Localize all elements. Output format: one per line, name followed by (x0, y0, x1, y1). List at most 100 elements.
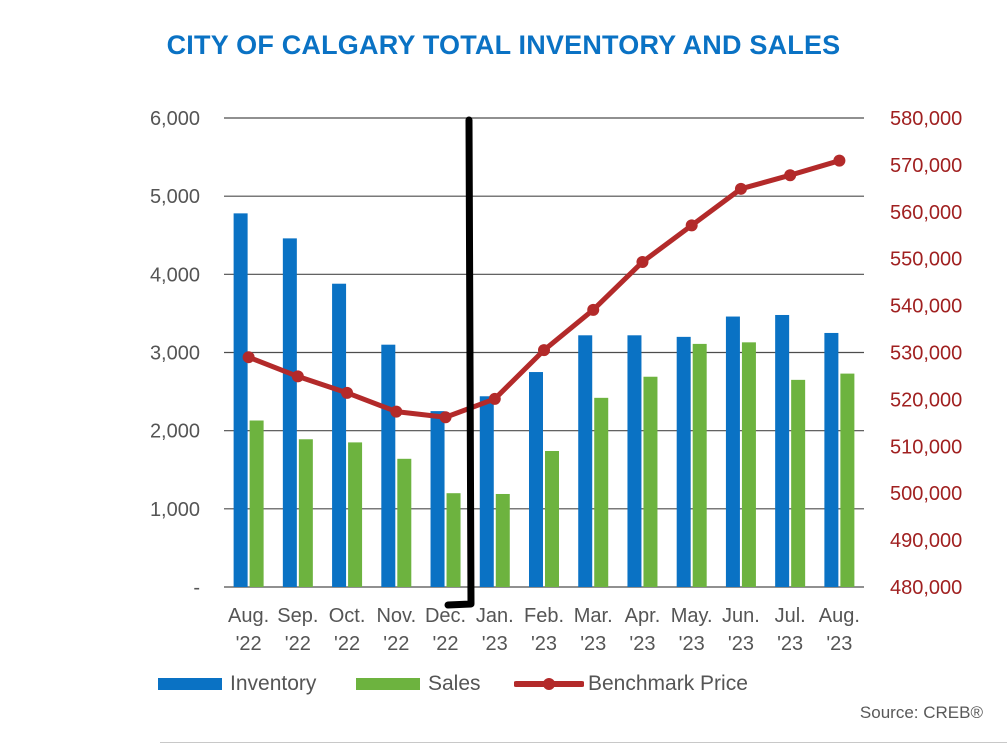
benchmark-point (636, 255, 649, 268)
x-tick-label-month: Mar. (574, 605, 613, 627)
source-note: Source: CREB® (859, 703, 983, 722)
y-right-tick-label: 550,000 (890, 249, 962, 271)
axis-labels: - 1,000 2,000 3,000 4,000 5,000 6,000 480,000 49… (150, 108, 962, 655)
benchmark-point (784, 169, 797, 182)
bar-sales (249, 420, 264, 587)
bar-sales (741, 342, 756, 587)
benchmark-line (242, 154, 846, 424)
divider (160, 742, 1007, 743)
bar-sales (545, 450, 559, 587)
bar-inventory (381, 344, 396, 587)
benchmark-point (587, 303, 600, 316)
bar-inventory (282, 238, 297, 588)
bar-sales (643, 376, 658, 587)
annotation-bracket (444, 116, 475, 609)
bar-inventory (627, 335, 642, 587)
x-tick-label-year: '22 (334, 633, 360, 655)
bar-inventory (725, 316, 740, 587)
y-right-tick-label: 500,000 (890, 483, 962, 505)
y-left-tick-label: - (193, 577, 200, 599)
x-tick-label-month: Jul. (775, 605, 806, 627)
chart-title: CITY OF CALGARY TOTAL INVENTORY AND SALE… (166, 30, 841, 60)
x-tick-label-month: Oct. (329, 605, 366, 627)
x-tick-label-year: '23 (580, 633, 606, 655)
x-tick-label-month: Dec. (425, 605, 466, 627)
bar-sales (446, 493, 461, 587)
bar-inventory (479, 396, 494, 587)
x-tick-label-year: '23 (679, 633, 705, 655)
legend-swatch-inventory (158, 678, 222, 690)
x-tick-label-month: Sep. (277, 605, 318, 627)
legend-label-inventory: Inventory (230, 672, 317, 695)
legend-item-sales: Sales (356, 672, 481, 696)
x-tick-label-year: '22 (236, 633, 262, 655)
y-left-tick-label: 4,000 (150, 264, 200, 286)
x-tick-label-month: Feb. (524, 605, 564, 627)
bar-inventory (529, 372, 543, 587)
bar-sales (692, 343, 707, 587)
benchmark-point (291, 370, 304, 383)
y-left-tick-label: 2,000 (150, 421, 200, 443)
bar-sales (840, 373, 855, 587)
bars (233, 213, 855, 588)
benchmark-point (341, 386, 354, 399)
bar-inventory (332, 283, 347, 587)
bar-sales (397, 458, 412, 587)
bar-sales (298, 439, 313, 587)
y-left-tick-label: 5,000 (150, 186, 200, 208)
benchmark-point (538, 344, 550, 357)
x-tick-label-year: '23 (826, 633, 852, 655)
benchmark-point (685, 219, 698, 232)
benchmark-point (242, 351, 255, 364)
legend-swatch-benchmark (514, 678, 584, 690)
x-tick-label-month: Aug. (228, 605, 269, 627)
benchmark-point (488, 392, 501, 405)
gridlines (224, 117, 864, 588)
legend-item-inventory: Inventory (158, 672, 316, 696)
x-tick-label-year: '23 (482, 633, 508, 655)
bar-sales (348, 442, 363, 587)
y-left-tick-label: 6,000 (150, 108, 200, 130)
y-left-tick-label: 1,000 (150, 499, 200, 521)
legend-label-sales: Sales (428, 672, 481, 695)
x-tick-label-month: Aug. (819, 605, 860, 627)
bar-inventory (233, 213, 248, 587)
x-tick-label-year: '22 (432, 633, 458, 655)
bar-inventory (430, 411, 445, 587)
y-right-tick-label: 570,000 (890, 155, 962, 177)
x-tick-label-year: '22 (285, 633, 311, 655)
legend-label-benchmark: Benchmark Price (588, 672, 748, 695)
benchmark-point (439, 411, 452, 424)
legend-swatch-sales (356, 678, 420, 690)
benchmark-point (390, 405, 403, 418)
x-tick-label-year: '23 (728, 633, 754, 655)
bar-inventory (824, 332, 839, 587)
benchmark-point (734, 182, 747, 195)
bar-inventory (676, 336, 691, 587)
x-tick-label-month: Nov. (376, 605, 416, 627)
x-tick-label-month: May. (671, 605, 713, 627)
y-right-tick-label: 520,000 (890, 389, 962, 411)
x-tick-label-month: Jan. (476, 605, 514, 627)
bar-sales (791, 379, 806, 587)
bar-inventory (578, 335, 593, 587)
y-right-tick-label: 540,000 (890, 296, 962, 318)
legend-item-benchmark: Benchmark Price (514, 672, 748, 696)
y-right-tick-label: 510,000 (890, 436, 962, 458)
bar-sales (495, 493, 510, 587)
x-tick-label-month: Apr. (625, 605, 661, 627)
legend: Inventory Sales Benchmark Price (0, 672, 1007, 702)
y-right-tick-label: 580,000 (890, 108, 962, 130)
x-tick-label-year: '22 (383, 633, 409, 655)
y-left-tick-label: 3,000 (150, 343, 200, 365)
y-right-tick-label: 560,000 (890, 202, 962, 224)
x-tick-label-year: '23 (629, 633, 655, 655)
x-tick-label-month: Jun. (722, 605, 760, 627)
y-right-tick-label: 490,000 (890, 530, 962, 552)
y-right-tick-label: 530,000 (890, 343, 962, 365)
x-tick-label-year: '23 (531, 633, 557, 655)
x-tick-label-year: '23 (777, 633, 803, 655)
y-right-tick-label: 480,000 (890, 577, 962, 599)
benchmark-point (833, 154, 846, 167)
